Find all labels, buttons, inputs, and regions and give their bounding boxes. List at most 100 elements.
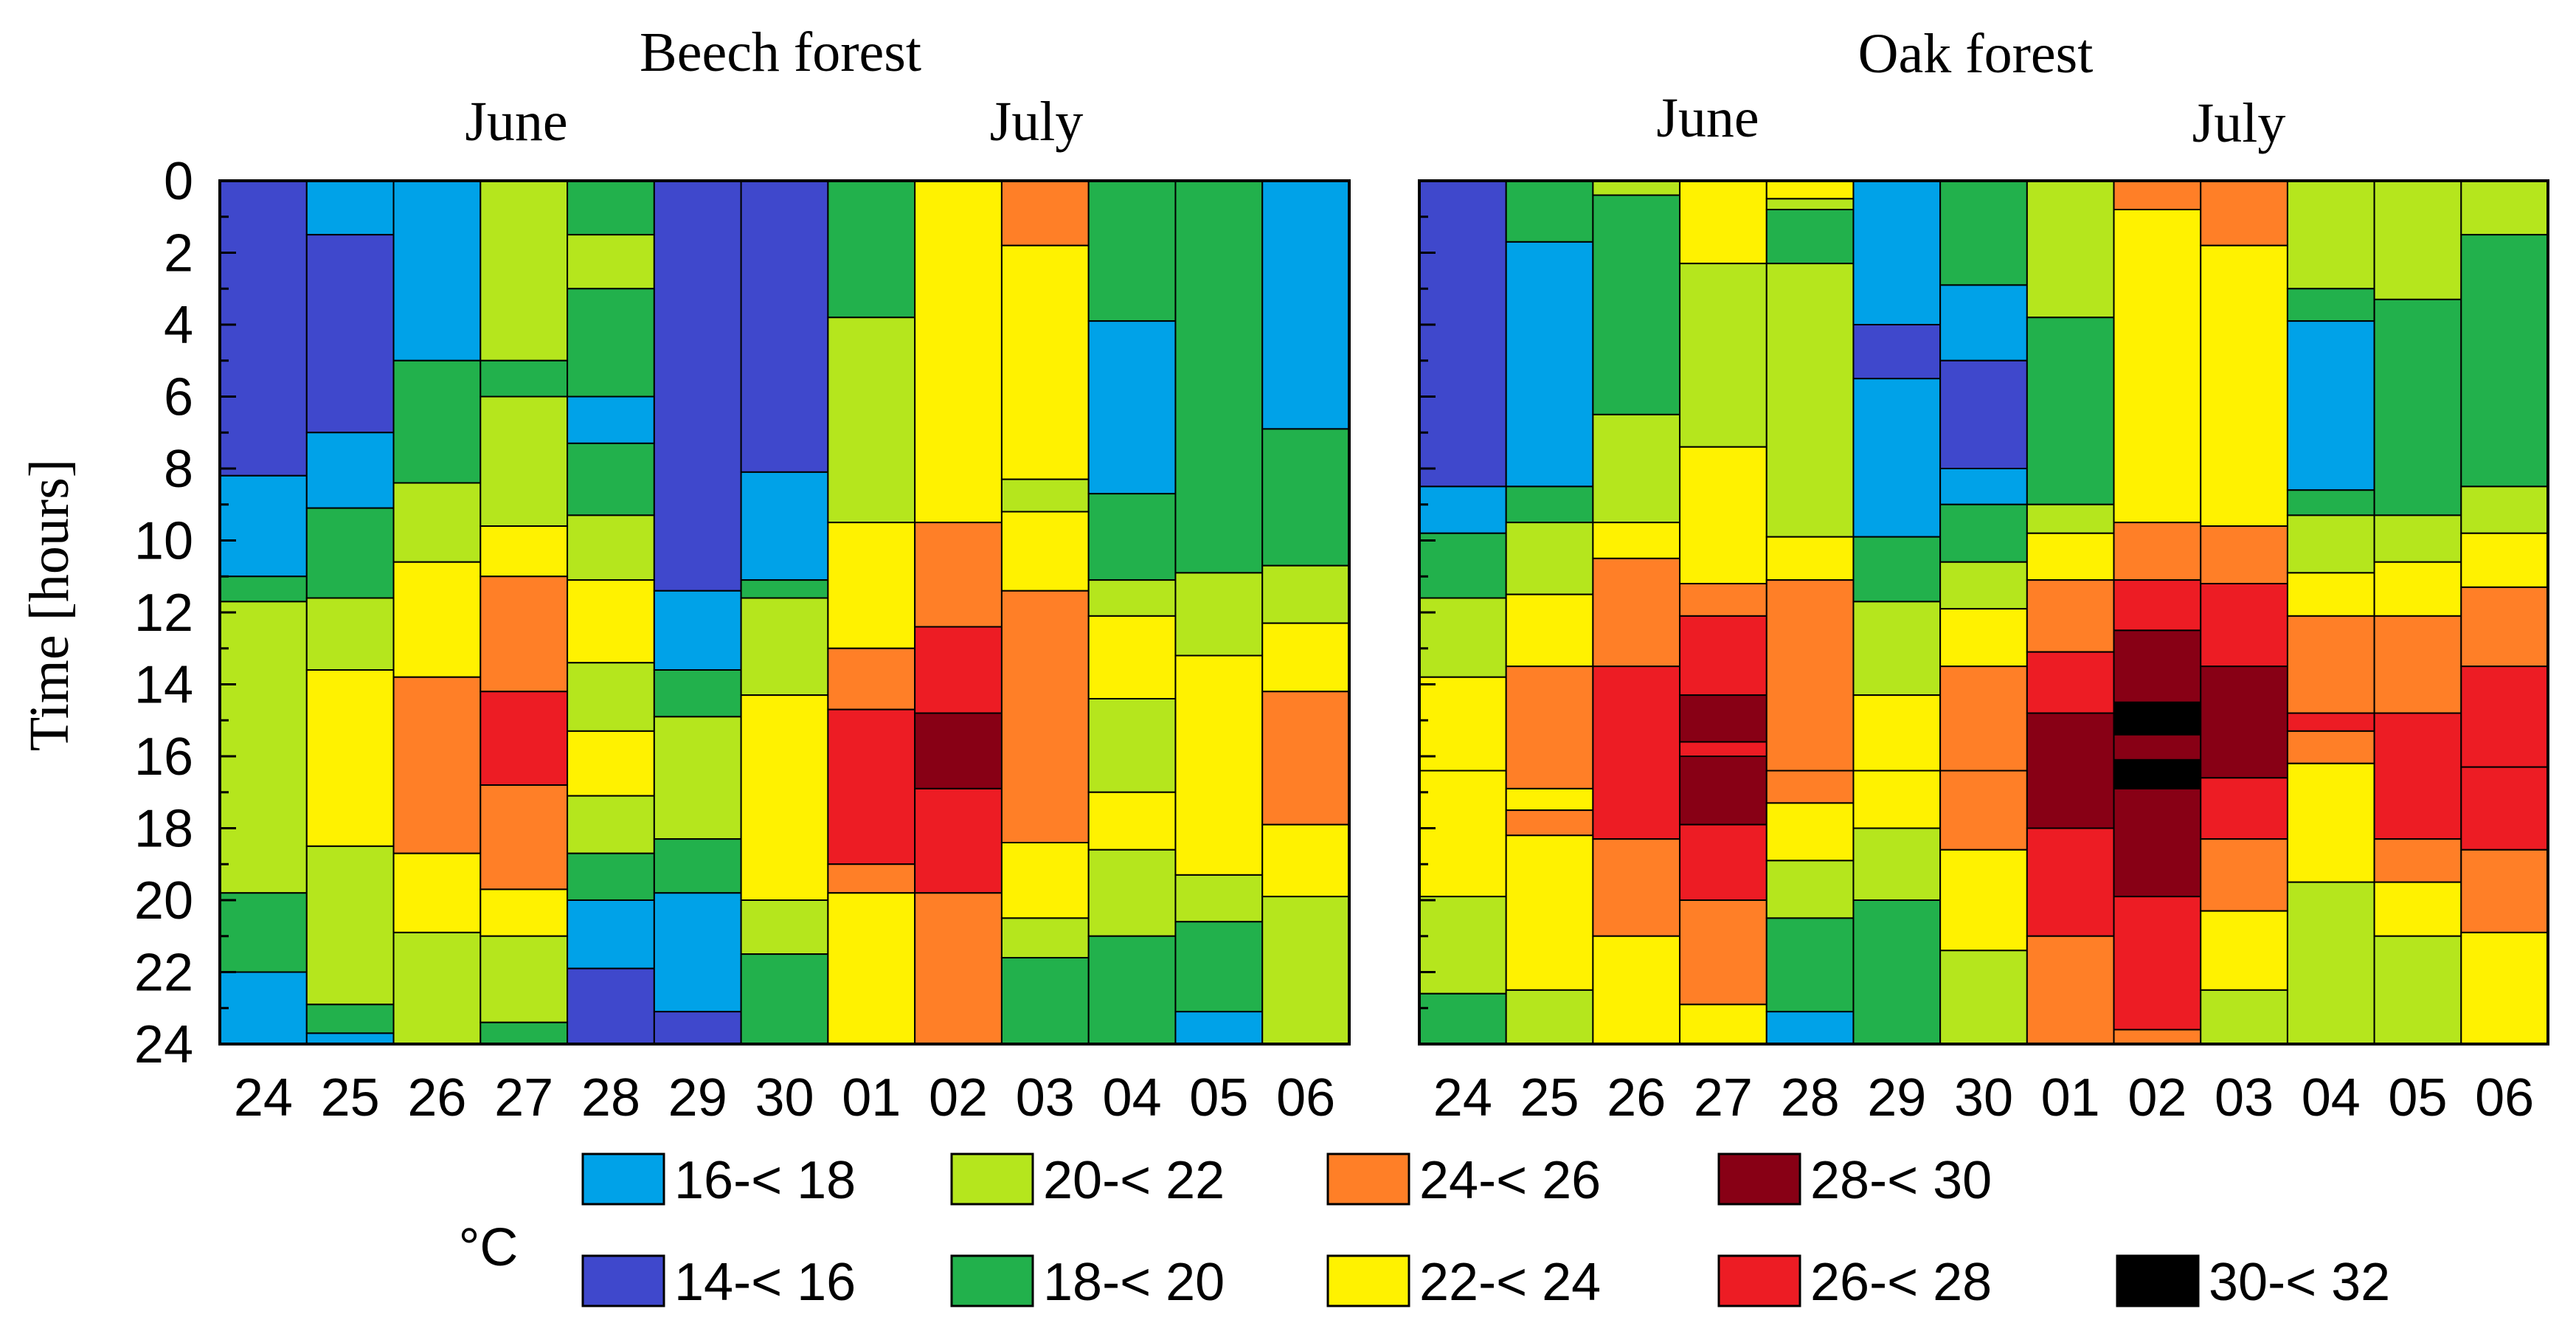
heatmap-cell xyxy=(740,899,829,955)
heatmap-cell xyxy=(2286,320,2375,491)
heatmap-cell xyxy=(1419,532,1507,599)
heatmap-cell xyxy=(1261,823,1350,898)
heatmap-cell xyxy=(1765,860,1855,919)
heatmap-cell xyxy=(479,784,569,891)
heatmap-cell xyxy=(392,180,482,362)
month-label-july-oak: July xyxy=(2192,92,2286,154)
heatmap-cell xyxy=(1261,896,1350,1046)
y-tick-label: 8 xyxy=(164,440,193,499)
heatmap-cell xyxy=(305,845,395,1006)
heatmap-cell xyxy=(392,931,482,1046)
y-tick-label: 6 xyxy=(164,368,193,427)
legend-swatch xyxy=(2116,1254,2200,1307)
heatmap-cell xyxy=(914,712,1003,789)
legend-label: 30-< 32 xyxy=(2209,1253,2390,1312)
heatmap-cell xyxy=(2026,827,2115,937)
heatmap-cell xyxy=(1679,446,1767,584)
heatmap-cell xyxy=(740,597,829,697)
heatmap-cell xyxy=(567,852,655,902)
heatmap-cell xyxy=(479,395,569,527)
heatmap-cell xyxy=(567,899,655,970)
heatmap-cell xyxy=(479,576,569,693)
heatmap-cell xyxy=(479,525,569,578)
heatmap-cell xyxy=(827,708,916,865)
heatmap-cell xyxy=(1939,359,2028,469)
panel-title-oak: Oak forest xyxy=(1858,23,2094,85)
heatmap-cell xyxy=(914,892,1003,1045)
heatmap-cell xyxy=(1592,557,1681,668)
heatmap-cell xyxy=(2286,881,2375,1046)
legend-label: 14-< 16 xyxy=(674,1253,856,1312)
heatmap-cell xyxy=(653,892,742,1013)
heatmap-cell xyxy=(2026,317,2115,505)
heatmap-cell xyxy=(1765,209,1855,265)
heatmap-cell xyxy=(479,691,569,786)
heatmap-cell xyxy=(567,442,655,516)
heatmap-cell xyxy=(2373,838,2462,883)
heatmap-cell xyxy=(827,522,916,649)
heatmap-cell xyxy=(1505,989,1594,1046)
heatmap-cell xyxy=(1087,180,1177,322)
x-tick-label: 04 xyxy=(2302,1068,2361,1127)
heatmap-cell xyxy=(1505,485,1594,524)
legend-swatch xyxy=(950,1152,1034,1206)
heatmap-cell xyxy=(219,971,308,1045)
legend-label: 18-< 20 xyxy=(1043,1253,1225,1312)
heatmap-cell xyxy=(827,647,916,711)
heatmap-cell xyxy=(653,180,742,592)
heatmap-cell xyxy=(653,716,742,840)
heatmap-cell xyxy=(1174,874,1264,923)
heatmap-cell xyxy=(2286,615,2375,714)
heatmap-cell xyxy=(567,514,655,581)
heatmap-cell xyxy=(2460,234,2549,488)
y-tick-label: 0 xyxy=(164,152,193,211)
month-label-july-beech: July xyxy=(990,91,1084,153)
heatmap-cell xyxy=(1505,241,1594,488)
heatmap-cell xyxy=(567,395,655,444)
beech-forest-panel: Beech forest June July 24 25 26 27 28 29 30 01 0… xyxy=(218,21,1351,1127)
heatmap-cell xyxy=(2460,532,2549,588)
oak-x-tick-labels: 24 25 26 27 28 29 30 01 02 03 04 05 06 xyxy=(1433,1068,2534,1127)
heatmap-cell xyxy=(1852,694,1942,772)
x-tick-label: 03 xyxy=(2215,1068,2274,1127)
heatmap-cell xyxy=(2373,180,2462,300)
x-tick-label: 01 xyxy=(842,1068,901,1127)
heatmap-cell xyxy=(1939,849,2028,952)
oak-heatmap-cells xyxy=(1419,180,2549,1046)
heatmap-cell xyxy=(1765,1011,1855,1046)
heatmap-cell xyxy=(1419,896,1507,995)
heatmap-cell xyxy=(653,1011,742,1046)
heatmap-cell xyxy=(2286,572,2375,617)
x-tick-label: 29 xyxy=(1867,1068,1926,1127)
heatmap-cell xyxy=(1174,572,1264,657)
heatmap-cell xyxy=(1174,180,1264,574)
heatmap-cell xyxy=(1505,593,1594,668)
legend-label: 16-< 18 xyxy=(674,1151,856,1210)
heatmap-cell xyxy=(1592,522,1681,559)
legend-swatch xyxy=(581,1152,665,1206)
heatmap-cell xyxy=(2113,522,2202,581)
y-tick-label: 16 xyxy=(134,728,193,787)
legend: °C 16-< 18 20-< 22 24-< 26 28-< 30 14-< 16 18… xyxy=(459,1151,2391,1312)
heatmap-cell xyxy=(392,359,482,484)
x-tick-label: 26 xyxy=(1607,1068,1666,1127)
heatmap-cell xyxy=(2200,180,2288,246)
heatmap-cell xyxy=(567,288,655,398)
heatmap-cell xyxy=(567,795,655,854)
x-tick-label: 05 xyxy=(2388,1068,2447,1127)
y-tick-label: 2 xyxy=(164,224,193,283)
x-tick-label: 25 xyxy=(321,1068,380,1127)
legend-label: 22-< 24 xyxy=(1419,1253,1601,1312)
x-tick-label: 05 xyxy=(1189,1068,1248,1127)
heatmap-cell xyxy=(1679,263,1767,448)
legend-label: 26-< 28 xyxy=(1810,1253,1992,1312)
beech-heatmap-cells xyxy=(219,180,1350,1046)
x-tick-label: 03 xyxy=(1016,1068,1075,1127)
heatmap-cell xyxy=(2286,762,2375,883)
heatmap-cell xyxy=(1087,320,1177,495)
heatmap-cell xyxy=(1939,770,2028,851)
y-tick-label: 20 xyxy=(134,871,193,930)
heatmap-cell xyxy=(2286,180,2375,290)
heatmap-cell xyxy=(2200,583,2288,668)
